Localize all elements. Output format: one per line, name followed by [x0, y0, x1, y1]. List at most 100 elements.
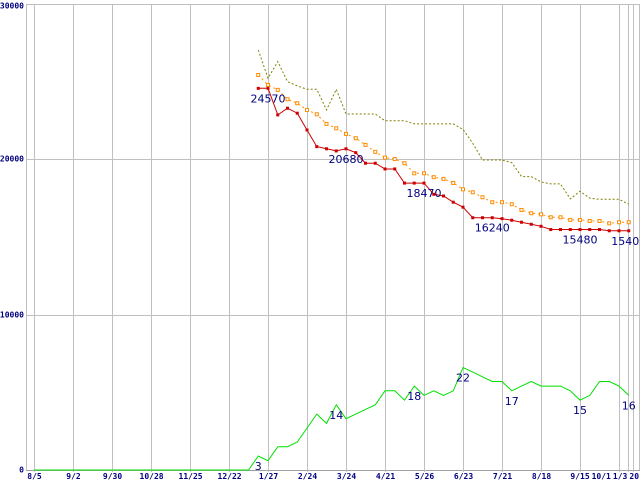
data-point-min [451, 200, 455, 204]
data-label-min: 15400 [611, 235, 640, 248]
data-point-average [412, 171, 417, 176]
data-point-min [412, 181, 416, 185]
data-point-min [403, 181, 406, 185]
data-point-average [344, 131, 348, 136]
data-point-average [480, 195, 485, 200]
data-point-average [587, 219, 592, 224]
data-point-min [442, 194, 445, 198]
data-point-min [364, 161, 367, 165]
data-label-count: 22 [456, 371, 470, 384]
data-point-average [509, 202, 514, 207]
data-point-average [353, 136, 358, 141]
x-tick-label: 11/25 [179, 472, 203, 480]
data-point-min [354, 151, 358, 155]
data-point-min [276, 113, 280, 117]
data-label-min: 20680 [329, 153, 364, 166]
data-point-average [314, 112, 319, 117]
data-point-min [393, 167, 397, 171]
data-point-min [627, 229, 631, 233]
data-label-count: 15 [573, 404, 587, 417]
data-point-average [451, 180, 456, 185]
data-point-min [471, 216, 475, 220]
series-line-max [257, 49, 630, 205]
data-point-average [402, 161, 407, 166]
y-tick-label: 20000 [0, 155, 24, 164]
data-point-min [607, 229, 611, 233]
data-point-average [548, 215, 553, 220]
x-tick-label: 1/27 [259, 472, 278, 480]
data-point-average [617, 220, 621, 225]
data-point-min [432, 192, 436, 196]
data-point-min [325, 147, 328, 151]
data-point-average [431, 175, 436, 180]
x-tick-label: 8/18 [532, 472, 551, 480]
data-point-min [383, 167, 387, 171]
data-point-min [334, 149, 338, 153]
data-point-average [256, 72, 261, 77]
data-point-min [510, 218, 514, 222]
data-point-min [588, 228, 592, 232]
x-tick-label: 8/5 [27, 472, 42, 480]
data-point-average [373, 149, 378, 154]
x-tick-label: 3/24 [337, 472, 356, 480]
data-point-min [578, 228, 582, 232]
data-point-min [266, 86, 270, 90]
data-labels: 24570 20680 18470 16240 15480 15400 3 14 18 22 17 1… [251, 92, 640, 473]
data-point-min [461, 205, 465, 209]
data-point-average [626, 220, 631, 225]
x-tick-label: 9/2 [66, 472, 81, 480]
data-point-average [275, 87, 280, 92]
data-label-count: 3 [255, 460, 262, 473]
data-label-count: 16 [622, 399, 636, 412]
x-tick-label: 2/24 [298, 472, 317, 480]
data-point-min [598, 228, 601, 232]
data-point-average [383, 155, 387, 160]
data-point-average [578, 217, 582, 222]
data-point-min [256, 86, 260, 90]
data-point-average [500, 200, 504, 205]
x-tick-label: 10/1 [592, 472, 611, 480]
x-tick-label: 1/3 [613, 472, 628, 480]
data-point-average [568, 217, 573, 222]
data-point-average [295, 101, 300, 106]
data-label-min: 15480 [563, 234, 598, 247]
data-label-min: 24570 [251, 92, 286, 105]
data-point-min [481, 216, 484, 220]
x-tick-label: 7/21 [493, 472, 512, 480]
data-label-count: 17 [505, 395, 519, 408]
data-label-min: 16240 [475, 222, 510, 235]
grid [26, 4, 640, 472]
x-tick-label: 20 [629, 472, 639, 480]
data-point-min [539, 224, 543, 228]
data-point-min [529, 222, 533, 226]
y-tick-label: 30000 [0, 2, 24, 11]
data-point-min [549, 228, 553, 232]
data-point-average [461, 187, 465, 192]
data-point-average [607, 221, 612, 226]
x-tick-label: 4/21 [376, 472, 395, 480]
x-tick-label: 9/15 [570, 472, 589, 480]
data-point-min [295, 111, 299, 115]
data-label-min: 18470 [407, 187, 442, 200]
data-point-average [529, 211, 534, 216]
data-point-min [500, 217, 504, 221]
data-label-count: 14 [329, 409, 343, 422]
data-point-average [285, 97, 290, 102]
data-label-count: 18 [407, 390, 421, 403]
data-point-average [441, 176, 446, 181]
series-line-count [34, 366, 630, 471]
series-line-average [257, 74, 629, 224]
data-point-min [490, 216, 494, 220]
data-point-average [305, 107, 309, 112]
data-point-average [334, 126, 339, 131]
data-point-average [539, 212, 543, 217]
data-point-min [286, 106, 289, 110]
x-tick-label: 10/28 [140, 472, 164, 480]
y-tick-label: 10000 [0, 311, 24, 320]
data-point-average [324, 121, 329, 126]
data-point-min [373, 161, 377, 165]
data-point-average [597, 219, 602, 224]
data-point-average [392, 157, 397, 162]
y-axis-ticks: 0 10000 20000 30000 [0, 2, 24, 475]
data-point-average [490, 200, 495, 205]
